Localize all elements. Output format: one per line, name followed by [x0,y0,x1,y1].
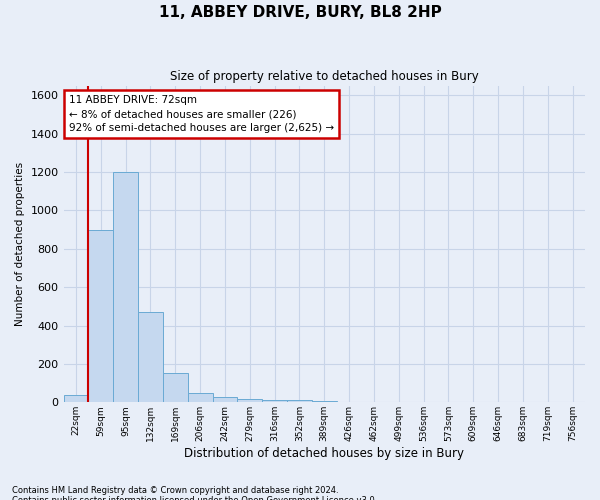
Y-axis label: Number of detached properties: Number of detached properties [15,162,25,326]
Bar [113,172,138,402]
Title: Size of property relative to detached houses in Bury: Size of property relative to detached ho… [170,70,479,83]
Bar [163,372,188,402]
Bar [64,394,88,402]
Text: Contains HM Land Registry data © Crown copyright and database right 2024.: Contains HM Land Registry data © Crown c… [12,486,338,495]
Bar [88,230,113,402]
Bar [287,400,312,402]
Bar [212,397,238,402]
Bar [188,392,212,402]
Text: Contains public sector information licensed under the Open Government Licence v3: Contains public sector information licen… [12,496,377,500]
Bar [238,399,262,402]
Text: 11 ABBEY DRIVE: 72sqm
← 8% of detached houses are smaller (226)
92% of semi-deta: 11 ABBEY DRIVE: 72sqm ← 8% of detached h… [69,95,334,133]
X-axis label: Distribution of detached houses by size in Bury: Distribution of detached houses by size … [184,447,464,460]
Text: 11, ABBEY DRIVE, BURY, BL8 2HP: 11, ABBEY DRIVE, BURY, BL8 2HP [158,5,442,20]
Bar [262,400,287,402]
Bar [138,312,163,402]
